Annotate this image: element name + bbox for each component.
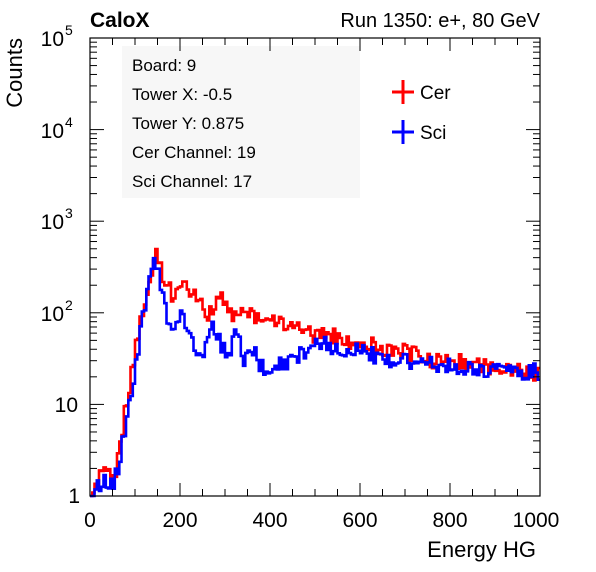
legend-label-sci: Sci: [420, 123, 446, 144]
series-layer: [90, 247, 540, 498]
y-tick-exponent: 4: [65, 114, 73, 130]
info-line: Tower X: -0.5: [132, 85, 232, 104]
y-tick-label: 10: [55, 394, 78, 417]
x-tick-label: 800: [432, 509, 467, 532]
info-line: Board: 9: [132, 56, 196, 75]
y-tick-exponent: 3: [65, 205, 73, 221]
tick-layer: [89, 37, 541, 497]
info-line: Cer Channel: 19: [132, 143, 256, 162]
info-line: Tower Y: 0.875: [132, 114, 244, 133]
y-tick-exponent: 5: [65, 22, 73, 38]
info-box: [122, 46, 360, 198]
legend-marker-sci: [392, 120, 414, 144]
y-tick-label: 10: [41, 211, 64, 234]
y-tick-labels: 1 10 10 2 10 3 10 4 10 5: [41, 22, 80, 508]
y-tick-label: 10: [41, 28, 64, 51]
y-tick-label: 10: [41, 303, 64, 326]
x-tick-label: 600: [342, 509, 377, 532]
run-label: Run 1350: e+, 80 GeV: [340, 10, 540, 32]
brand-label: CaloX: [90, 9, 150, 32]
x-axis-title: Energy HG: [427, 537, 536, 562]
y-tick-label: 10: [41, 120, 64, 143]
x-tick-label: 400: [252, 509, 287, 532]
y-axis-title: Counts: [2, 38, 27, 108]
series-sci-line: [90, 256, 540, 498]
x-tick-label: 0: [84, 509, 96, 532]
legend-label-cer: Cer: [420, 83, 451, 104]
y-tick-label: 1: [68, 485, 80, 508]
info-line: Sci Channel: 17: [132, 172, 252, 191]
y-tick-exponent: 2: [65, 297, 73, 313]
x-tick-label: 1000: [513, 509, 560, 532]
info-lines: Board: 9 Tower X: -0.5 Tower Y: 0.875 Ce…: [132, 56, 256, 191]
legend-marker-cer: [392, 80, 414, 104]
x-tick-label: 200: [162, 509, 197, 532]
x-tick-labels: 0 200 400 600 800 1000: [84, 509, 559, 532]
legend: Cer Sci: [392, 80, 451, 144]
